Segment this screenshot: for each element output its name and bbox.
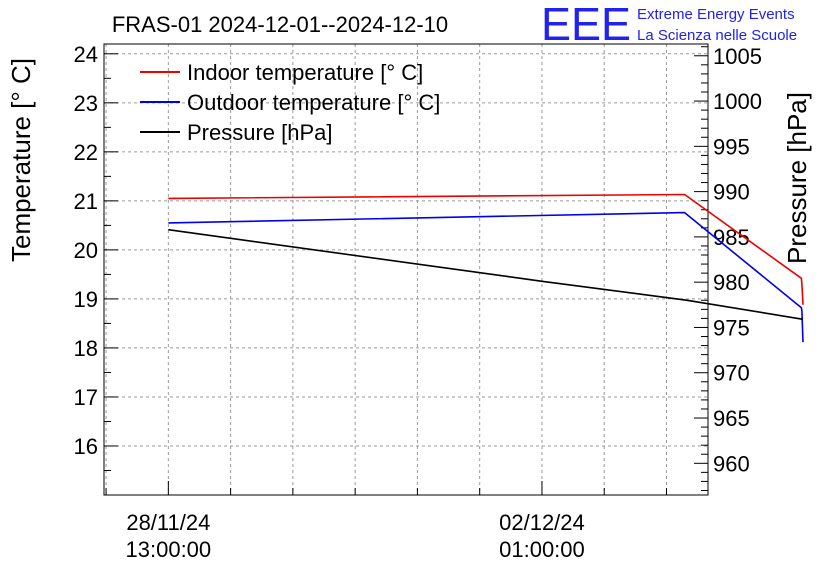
- y-right-tick-label: 995: [713, 134, 750, 159]
- eee-logo-line2: La Scienza nelle Scuole: [637, 27, 797, 44]
- y-right-tick-label: 970: [713, 361, 750, 386]
- plot-frame: [103, 43, 709, 496]
- chart-title: FRAS-01 2024-12-01--2024-12-10: [112, 12, 448, 37]
- y-left-tick-label: 16: [74, 434, 98, 459]
- y-right-tick-label: 975: [713, 315, 750, 340]
- eee-logo-line1: Extreme Energy Events: [637, 6, 795, 23]
- y-left-tick-label: 18: [74, 336, 98, 361]
- x-tick-label-time: 01:00:00: [499, 537, 585, 562]
- eee-logo-mark: EEE: [541, 0, 631, 50]
- legend-label-pressure: Pressure [hPa]: [187, 120, 333, 145]
- indoor-temperature-line: [168, 193, 804, 305]
- legend-label-indoor-temperature: Indoor temperature [° C]: [187, 60, 423, 85]
- y-left-tick-label: 17: [74, 385, 98, 410]
- y-left-tick-label: 19: [74, 287, 98, 312]
- x-tick-label-time: 13:00:00: [126, 537, 212, 562]
- x-tick-label-date: 02/12/24: [499, 510, 585, 535]
- y-left-tick-label: 20: [74, 238, 98, 263]
- y-right-tick-label: 1000: [713, 89, 762, 114]
- y-left-tick-label: 23: [74, 91, 98, 116]
- y-left-tick-label: 24: [74, 42, 98, 67]
- outdoor-temperature-line: [168, 211, 804, 343]
- y-axis-label-left: Temperature [° C]: [6, 58, 36, 262]
- y-right-tick-label: 1005: [713, 44, 762, 69]
- legend: Indoor temperature [° C] Outdoor temperat…: [140, 60, 440, 145]
- y-axis-label-right: Pressure [hPa]: [782, 92, 812, 264]
- left-axis: 16 17 18 19 20 21 22 23 24: [74, 42, 118, 471]
- eee-logo: EEE Extreme Energy Events La Scienza nel…: [541, 0, 797, 50]
- y-left-tick-label: 22: [74, 140, 98, 165]
- y-right-tick-label: 960: [713, 451, 750, 476]
- plot-series: [168, 193, 804, 343]
- pressure-line: [168, 228, 804, 321]
- legend-label-outdoor-temperature: Outdoor temperature [° C]: [187, 90, 440, 115]
- y-right-tick-label: 990: [713, 180, 750, 205]
- y-right-tick-label: 965: [713, 406, 750, 431]
- grid-lines: [104, 44, 708, 495]
- y-left-tick-label: 21: [74, 189, 98, 214]
- y-right-tick-label: 980: [713, 270, 750, 295]
- x-tick-label-date: 28/11/24: [126, 510, 210, 535]
